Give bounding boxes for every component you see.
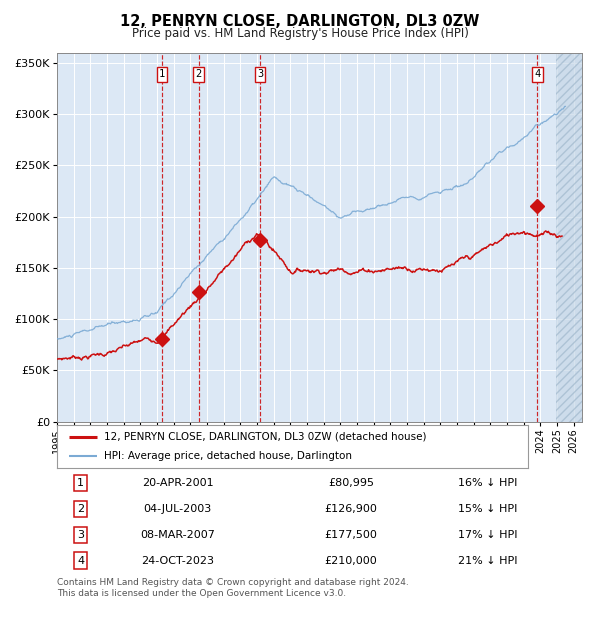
Text: Price paid vs. HM Land Registry's House Price Index (HPI): Price paid vs. HM Land Registry's House …: [131, 27, 469, 40]
Text: 12, PENRYN CLOSE, DARLINGTON, DL3 0ZW (detached house): 12, PENRYN CLOSE, DARLINGTON, DL3 0ZW (d…: [104, 432, 427, 442]
Text: £177,500: £177,500: [325, 529, 377, 539]
Text: £80,995: £80,995: [328, 478, 374, 488]
Text: 08-MAR-2007: 08-MAR-2007: [140, 529, 215, 539]
Text: £210,000: £210,000: [325, 556, 377, 565]
Text: 12, PENRYN CLOSE, DARLINGTON, DL3 0ZW: 12, PENRYN CLOSE, DARLINGTON, DL3 0ZW: [121, 14, 479, 29]
Text: 17% ↓ HPI: 17% ↓ HPI: [458, 529, 517, 539]
Text: 2: 2: [196, 69, 202, 79]
Text: 3: 3: [257, 69, 263, 79]
Text: Contains HM Land Registry data © Crown copyright and database right 2024.: Contains HM Land Registry data © Crown c…: [57, 578, 409, 587]
Text: 20-APR-2001: 20-APR-2001: [142, 478, 214, 488]
Text: 2: 2: [77, 504, 84, 514]
Bar: [556, 53, 582, 422]
Text: 3: 3: [77, 529, 84, 539]
Text: 1: 1: [159, 69, 165, 79]
Text: 21% ↓ HPI: 21% ↓ HPI: [458, 556, 517, 565]
Text: £126,900: £126,900: [325, 504, 377, 514]
Text: HPI: Average price, detached house, Darlington: HPI: Average price, detached house, Darl…: [104, 451, 352, 461]
Text: 15% ↓ HPI: 15% ↓ HPI: [458, 504, 517, 514]
Text: 4: 4: [77, 556, 84, 565]
Text: 04-JUL-2003: 04-JUL-2003: [143, 504, 212, 514]
Text: 24-OCT-2023: 24-OCT-2023: [141, 556, 214, 565]
Text: 4: 4: [534, 69, 541, 79]
Text: 1: 1: [77, 478, 84, 488]
Text: This data is licensed under the Open Government Licence v3.0.: This data is licensed under the Open Gov…: [57, 589, 346, 598]
Text: 16% ↓ HPI: 16% ↓ HPI: [458, 478, 517, 488]
